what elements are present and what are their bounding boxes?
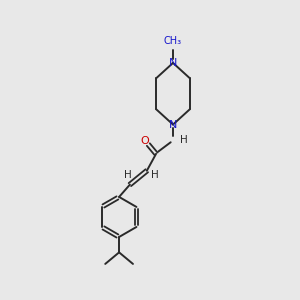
Text: O: O xyxy=(140,136,149,146)
Text: CH₃: CH₃ xyxy=(164,36,182,46)
Text: H: H xyxy=(151,170,158,180)
Text: N: N xyxy=(169,58,177,68)
Text: H: H xyxy=(180,135,188,145)
Text: N: N xyxy=(169,119,177,130)
Text: H: H xyxy=(124,170,132,180)
